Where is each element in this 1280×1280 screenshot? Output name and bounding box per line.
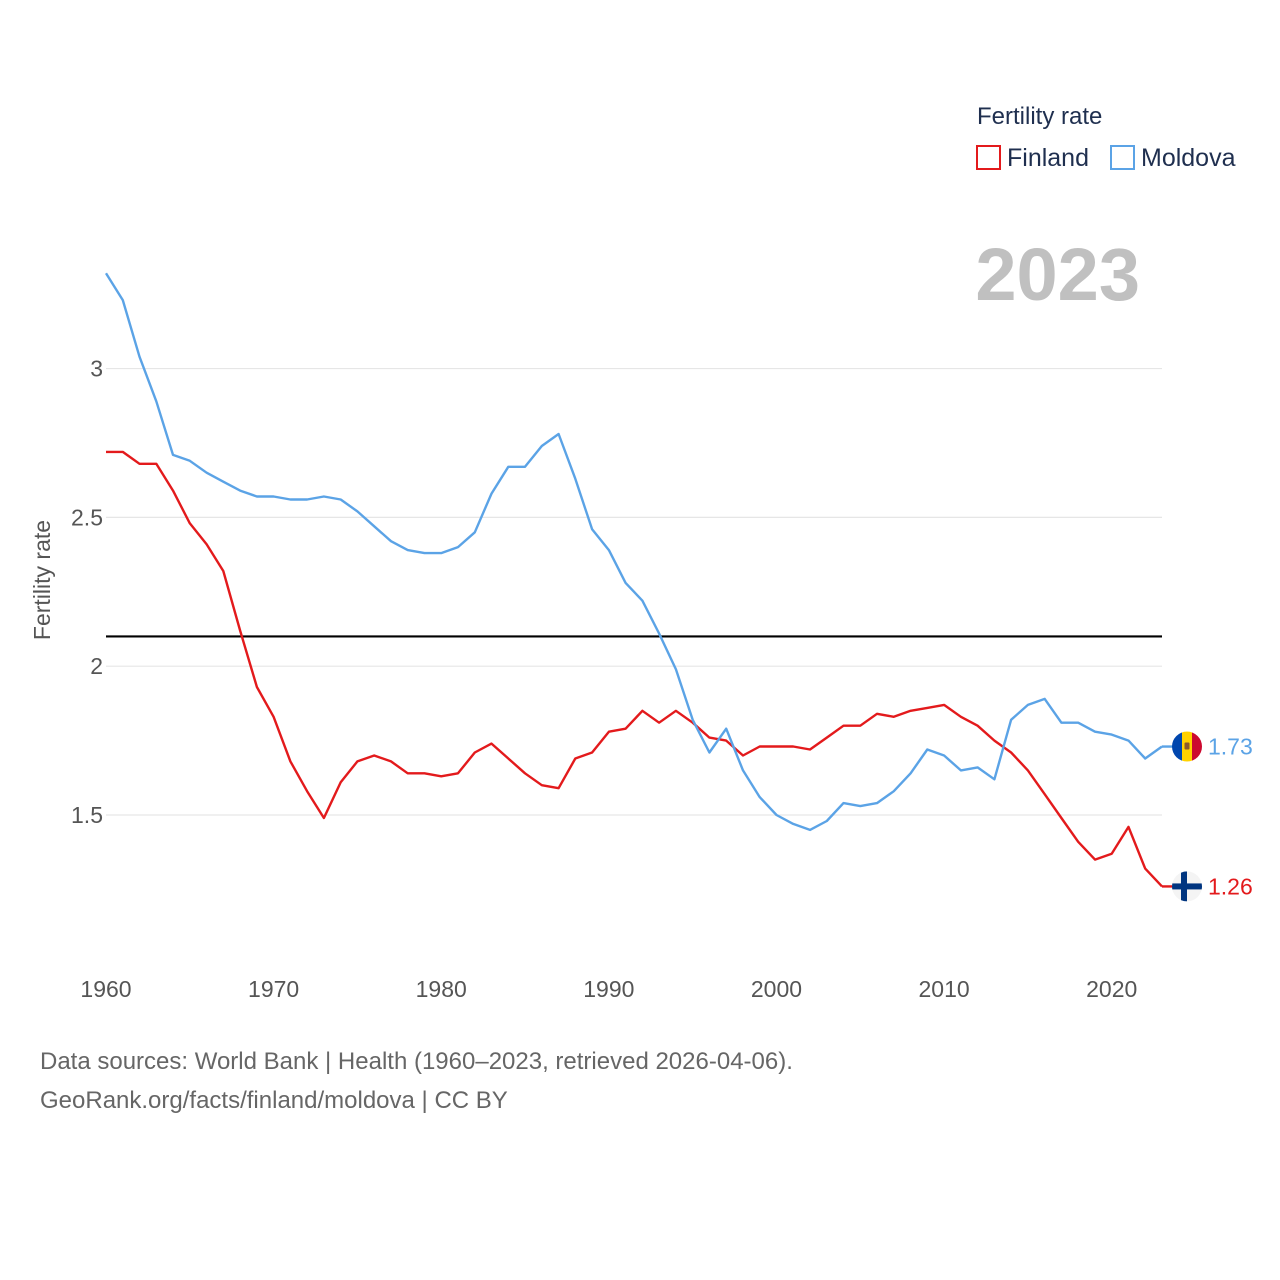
- legend-title: Fertility rate: [977, 103, 1102, 130]
- x-tick-label: 1970: [248, 976, 299, 1002]
- x-tick-label: 1990: [583, 976, 634, 1002]
- legend: Fertility rate Finland Moldova: [976, 103, 1236, 172]
- x-axis-ticks: 1960 1970 1980 1990 2000 2010 2020: [80, 976, 1137, 1002]
- end-value-label-finland: 1.26: [1208, 873, 1253, 899]
- series-end-labels: 1.26 1.73: [1208, 734, 1253, 900]
- series-line-finland: [106, 450, 1163, 888]
- x-tick-label: 2010: [919, 976, 970, 1002]
- y-tick-label: 2.5: [71, 504, 103, 530]
- legend-swatch-finland: [976, 145, 1001, 170]
- end-value-label-moldova: 1.73: [1208, 734, 1253, 760]
- legend-label-moldova: Moldova: [1141, 144, 1236, 172]
- current-year-label: 2023: [975, 233, 1140, 316]
- finland-flag-icon: [1172, 871, 1202, 902]
- moldova-flag-icon: [1172, 731, 1202, 762]
- x-tick-label: 1960: [80, 976, 131, 1002]
- series-line-moldova: [104, 272, 1163, 832]
- y-tick-label: 3: [90, 356, 103, 382]
- legend-label-finland: Finland: [1007, 144, 1089, 172]
- legend-swatch-moldova: [1110, 145, 1135, 170]
- x-tick-label: 2020: [1086, 976, 1137, 1002]
- y-tick-label: 2: [90, 653, 103, 679]
- x-tick-label: 1980: [416, 976, 467, 1002]
- sources-line-1: Data sources: World Bank | Health (1960–…: [40, 1048, 793, 1075]
- data-sources: Data sources: World Bank | Health (1960–…: [40, 1042, 793, 1120]
- gridlines: [106, 367, 1162, 816]
- series-lines: [104, 272, 1173, 888]
- y-axis-title: Fertility rate: [29, 520, 55, 640]
- y-axis-ticks: 1.5 2 2.5 3: [71, 356, 103, 828]
- fertility-chart: 1.5 2 2.5 3 1960 1970 1980 1990 2000 2010 2020 1.…: [29, 103, 1253, 1002]
- sources-line-2: GeoRank.org/facts/finland/moldova | CC B…: [40, 1087, 508, 1114]
- y-tick-label: 1.5: [71, 802, 103, 828]
- x-tick-label: 2000: [751, 976, 802, 1002]
